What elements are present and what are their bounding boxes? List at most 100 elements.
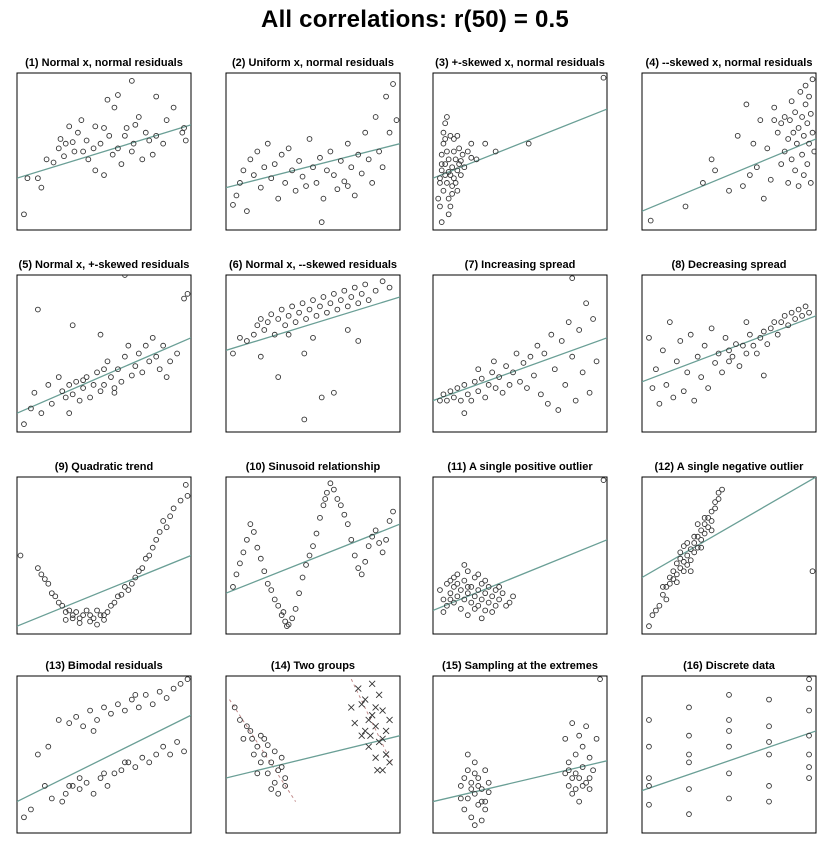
- data-point: [181, 125, 187, 131]
- data-point: [167, 751, 173, 758]
- data-point: [310, 543, 316, 549]
- data-point-x: [365, 743, 372, 750]
- data-point: [264, 742, 271, 748]
- data-point: [726, 358, 732, 365]
- data-point: [807, 180, 814, 186]
- data-point: [719, 369, 725, 376]
- data-point: [437, 587, 443, 593]
- data-point: [167, 358, 173, 365]
- data-point: [753, 164, 760, 171]
- data-point: [464, 767, 471, 774]
- data-point: [83, 779, 90, 786]
- data-point: [437, 203, 443, 210]
- data-point: [135, 350, 142, 357]
- data-point-x: [375, 691, 383, 699]
- data-point: [278, 306, 285, 313]
- data-point: [261, 164, 268, 171]
- data-point-x: [382, 751, 390, 758]
- data-point: [92, 123, 99, 130]
- data-point: [80, 723, 86, 730]
- data-point: [365, 543, 372, 549]
- plot-frame: [432, 675, 608, 834]
- data-point: [740, 183, 746, 189]
- data-point: [806, 764, 812, 770]
- data-point: [468, 599, 475, 606]
- data-point: [372, 527, 379, 534]
- data-point: [802, 101, 809, 108]
- data-point: [76, 620, 83, 626]
- data-point: [771, 104, 778, 111]
- data-point: [510, 593, 516, 600]
- data-point: [663, 584, 670, 590]
- data-point: [271, 161, 278, 167]
- data-point: [766, 696, 772, 703]
- data-point-x: [365, 716, 372, 724]
- data-point: [379, 549, 386, 556]
- data-point: [437, 175, 443, 182]
- data-point: [447, 596, 454, 603]
- data-point: [139, 156, 146, 163]
- data-point: [447, 590, 454, 597]
- scatter-panel-1: (1) Normal x, normal residuals: [16, 57, 192, 231]
- data-point: [451, 599, 457, 606]
- data-point: [237, 560, 243, 567]
- data-point: [510, 369, 516, 376]
- plot-frame: [641, 476, 817, 635]
- data-point: [586, 786, 593, 792]
- regression-line: [642, 730, 816, 792]
- data-point: [115, 145, 121, 152]
- data-point: [365, 156, 372, 163]
- data-point: [708, 527, 715, 534]
- data-point: [313, 180, 320, 186]
- data-point: [240, 735, 247, 742]
- data-point: [449, 183, 455, 189]
- panel-title: (15) Sampling at the extremes: [442, 660, 598, 672]
- data-point: [170, 685, 177, 692]
- data-point: [461, 562, 468, 568]
- data-point: [163, 695, 170, 701]
- data-point: [451, 148, 457, 155]
- data-point: [686, 704, 692, 711]
- data-point: [115, 593, 121, 600]
- panel-title: (9) Quadratic trend: [55, 461, 153, 473]
- data-point: [454, 132, 461, 139]
- plot-frame: [432, 274, 608, 433]
- data-point: [177, 497, 184, 504]
- data-point: [496, 596, 502, 603]
- data-point: [97, 140, 104, 147]
- scatter-panel-6: (6) Normal x, --skewed residuals: [225, 259, 401, 433]
- data-point: [687, 557, 694, 564]
- data-point: [461, 806, 468, 813]
- data-point: [21, 211, 27, 218]
- data-point: [461, 577, 468, 584]
- data-point: [785, 180, 792, 186]
- regression-line: [433, 760, 607, 803]
- data-point: [351, 284, 358, 291]
- data-point: [355, 338, 362, 344]
- data-point: [680, 543, 687, 549]
- data-point: [45, 382, 52, 388]
- data-point: [320, 502, 327, 509]
- data-point: [318, 219, 325, 226]
- data-point-x: [379, 766, 386, 774]
- data-point: [59, 388, 66, 395]
- data-point: [299, 173, 306, 180]
- regression-line: [642, 315, 816, 383]
- data-point: [684, 369, 691, 376]
- data-point: [464, 148, 471, 155]
- panel-title: (13) Bimodal residuals: [45, 660, 162, 672]
- data-point: [257, 732, 264, 739]
- data-point: [646, 334, 652, 341]
- data-point: [153, 751, 160, 758]
- scatter-panel-14: (14) Two groups: [225, 660, 401, 834]
- data-point: [101, 382, 107, 388]
- data-point: [451, 136, 457, 142]
- data-point: [673, 571, 680, 578]
- data-point: [92, 167, 99, 174]
- data-point: [586, 389, 593, 396]
- data-point: [750, 140, 757, 147]
- data-point: [182, 137, 189, 144]
- data-point: [71, 148, 78, 155]
- data-point: [444, 580, 450, 587]
- data-point: [726, 347, 732, 354]
